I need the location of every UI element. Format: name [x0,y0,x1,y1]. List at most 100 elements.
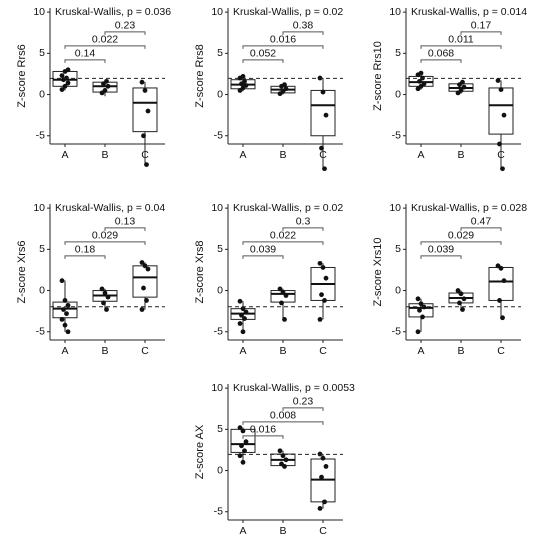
point [243,83,249,88]
panel: -5 0 5 10 Z-score AX Kruskal-Wallis, p = 0.00… [194,382,355,537]
bracket [64,241,146,245]
bracket [460,31,502,35]
point [59,278,65,284]
bracket [64,45,146,49]
point [242,78,247,84]
bracket [104,227,146,231]
point [240,306,246,312]
point [242,316,247,321]
point [461,296,467,302]
x-tick-label: B [457,149,464,161]
bracket [242,45,324,49]
comparison-label: 0.3 [296,216,311,228]
comparison-label: 0.022 [92,34,118,46]
point [460,307,465,312]
point [415,329,421,335]
bracket [420,255,462,259]
point [243,439,249,445]
point [495,78,501,83]
y-tick-label: 10 [389,6,401,18]
y-tick-label: 10 [33,202,45,214]
point [283,86,289,92]
comparison-label: 0.23 [115,20,136,32]
x-tick-label: A [61,149,68,161]
y-tick-label: -5 [214,130,223,142]
y-tick-label: 10 [211,202,223,214]
point [239,443,244,449]
y-tick-label: 5 [217,47,223,59]
point [420,314,425,320]
y-axis-label: Z-score Rrs10 [372,41,384,111]
panel-title: Kruskal-Wallis, p = 0.02 [233,202,343,214]
bracket [242,435,284,439]
y-tick-label: 10 [211,6,223,18]
y-axis-label: Z-score AX [194,424,206,479]
y-tick-label: 5 [217,243,223,255]
x-tick-label: A [417,345,424,357]
y-tick-label: 0 [395,284,401,296]
point [142,88,148,93]
point [460,79,465,85]
point [282,464,287,469]
point [320,89,326,95]
point [277,448,283,454]
point [282,82,287,88]
y-tick-label: 5 [39,47,45,59]
panel-title: Kruskal-Wallis, p = 0.028 [411,202,527,214]
point [323,112,329,118]
comparison-label: 0.022 [270,230,296,242]
y-tick-label: -5 [36,326,45,338]
point [64,311,69,317]
y-tick-label: 0 [39,88,45,100]
point [461,84,467,90]
point [501,112,507,118]
y-tick-label: -5 [392,326,401,338]
point [500,315,505,321]
comparison-label: 0.016 [250,424,276,436]
y-tick-label: 0 [217,464,223,476]
comparison-label: 0.052 [250,48,276,60]
x-tick-label: A [239,345,246,357]
y-tick-label: 5 [39,243,45,255]
panel-title: Kruskal-Wallis, p = 0.0053 [233,382,355,394]
y-tick-label: -5 [392,130,401,142]
point [317,260,323,266]
point [239,312,244,318]
point [417,78,422,84]
bracket [242,255,284,259]
point [142,263,148,269]
point [323,275,329,281]
point [319,292,324,298]
y-tick-label: 10 [211,382,223,394]
bracket [242,421,324,425]
point [421,81,427,87]
box [310,89,336,137]
box [132,265,158,298]
bracket [242,59,284,63]
point [282,316,287,322]
point [320,265,326,270]
point [418,301,424,307]
comparison-label: 0.039 [428,244,454,256]
point [457,300,462,306]
y-axis-label: Z-score Rrs6 [16,44,28,108]
x-tick-label: B [101,345,108,357]
comparison-label: 0.016 [270,34,296,46]
point [240,428,246,434]
point [102,88,108,93]
point [322,499,327,505]
point [497,141,502,147]
y-axis-label: Z-score Xrs8 [194,241,206,304]
point [279,300,284,306]
point [242,448,247,454]
point [62,83,68,89]
point [319,145,324,151]
comparison-label: 0.029 [448,230,474,242]
bracket [64,59,106,63]
point [322,298,327,303]
point [280,289,286,295]
x-tick-label: B [457,345,464,357]
y-tick-label: -5 [214,326,223,338]
point [105,83,111,89]
x-tick-label: B [279,525,286,537]
